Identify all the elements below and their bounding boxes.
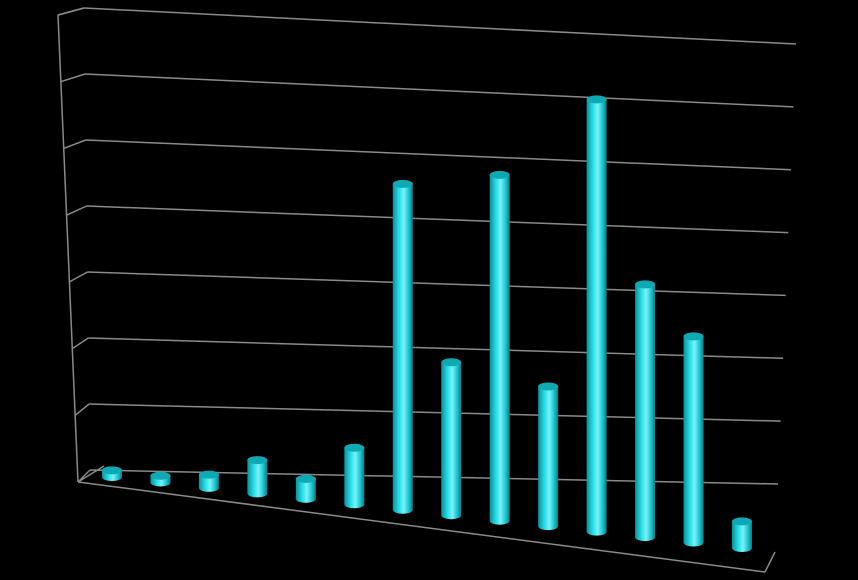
bar-top-2 — [150, 471, 171, 480]
bar-top-13 — [683, 332, 704, 341]
bar-top-7 — [392, 179, 413, 188]
bar-top-1 — [102, 466, 122, 475]
bar-14 — [732, 517, 752, 552]
bar-top-5 — [295, 474, 316, 483]
gridline-0 — [89, 469, 779, 485]
gridline-side-5 — [63, 139, 86, 150]
floor-front-edge — [77, 481, 766, 573]
bar-body-5 — [295, 478, 316, 503]
gridline-5 — [85, 139, 791, 171]
gridline-side-6 — [60, 73, 86, 83]
gridline-4 — [86, 205, 789, 234]
bar-top-14 — [732, 517, 752, 526]
bar-body-11 — [586, 99, 607, 536]
bar-top-3 — [198, 470, 219, 479]
bar-body-14 — [732, 521, 752, 552]
gridline-side-0 — [77, 469, 91, 483]
gridline-side-4 — [66, 205, 87, 216]
bar-top-10 — [538, 382, 559, 391]
bar-12 — [635, 280, 656, 542]
floor-left-edge — [77, 465, 105, 483]
gridline-1 — [89, 403, 781, 422]
bar-top-8 — [441, 358, 462, 367]
gridline-side-3 — [69, 271, 88, 283]
bar-body-13 — [683, 336, 704, 547]
bars — [102, 95, 752, 552]
bar-1 — [102, 466, 122, 481]
bar-body-9 — [489, 174, 510, 525]
gridline-side-1 — [74, 403, 90, 416]
bar-body-12 — [635, 284, 656, 542]
gridline-side-2 — [71, 337, 89, 350]
bar-top-9 — [489, 170, 510, 179]
bar-top-12 — [635, 280, 656, 289]
bar-6 — [344, 443, 365, 509]
bar-body-10 — [538, 386, 559, 531]
bar-11 — [586, 95, 607, 536]
floor-right-edge — [764, 551, 776, 573]
bar-9 — [489, 170, 510, 525]
bar-body-8 — [441, 362, 462, 520]
grid — [57, 7, 797, 573]
bar-7 — [392, 179, 413, 514]
bar-13 — [683, 332, 704, 547]
bar-top-6 — [344, 443, 365, 452]
bar-8 — [441, 358, 462, 520]
gridline-2 — [88, 337, 784, 360]
bar-body-7 — [392, 183, 413, 514]
left-wall-front-edge — [57, 14, 79, 483]
gridline-7 — [83, 7, 797, 45]
bar-body-4 — [247, 460, 268, 498]
bar-2 — [150, 471, 171, 487]
bar-4 — [247, 456, 268, 498]
bar-10 — [538, 382, 559, 531]
bar-body-3 — [198, 474, 219, 492]
bar-3 — [198, 470, 219, 492]
bar-top-11 — [586, 95, 607, 104]
bar-5 — [295, 474, 316, 503]
gridline-3 — [87, 271, 786, 297]
bar-top-4 — [247, 456, 268, 465]
gridline-6 — [84, 73, 794, 108]
gridline-side-7 — [57, 7, 85, 16]
bar-body-6 — [344, 447, 365, 509]
